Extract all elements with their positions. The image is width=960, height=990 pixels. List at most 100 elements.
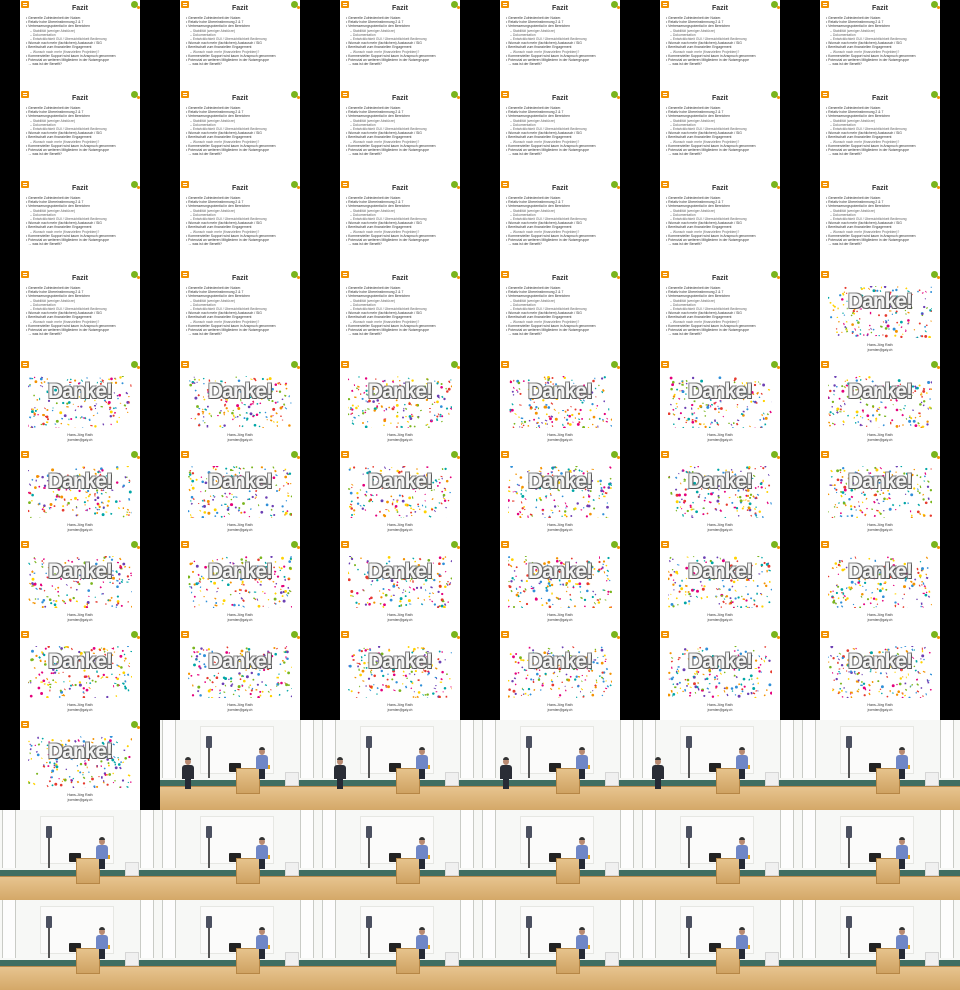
organization-logo-icon [771,271,780,279]
laptop-icon [709,763,721,772]
bullet-item: • Verbesserungspotential in den Bereiche… [346,204,410,209]
bullet-item: • Kommerzieller Support wird kaum in Ans… [506,53,596,58]
presentation-logo-icon [501,631,509,638]
bullet-item: • Generelle Zufriedenheit der Nutzer. [506,286,562,290]
video-frame-thumbnail: Danke! Hans-Jörg Rath jroerden@gaiy.ch [0,450,160,540]
presentation-logo-icon [21,541,29,548]
chair [445,862,459,876]
danke-slide: Danke! Hans-Jörg Rath jroerden@gaiy.ch [660,540,780,630]
window [162,720,176,778]
presentation-logo-icon [501,181,509,188]
bullet-item: • Potenzial an weiteren Mitgliedern in d… [186,328,269,333]
slide-title: Fazit [712,5,728,12]
bullet-item: • Relativ hohe Übereinstimmung 2 & 7 [186,20,244,25]
presenter-email: jroerden@gaiy.ch [707,527,733,532]
presenter-name: Hans-Jörg Rath [67,613,93,617]
presentation-logo-icon [661,1,669,8]
presenter-email: jroerden@gaiy.ch [867,707,893,712]
bullet-item: • Relativ hohe Übereinstimmung 2 & 7 [186,290,244,295]
bullet-item: • Relativ hohe Übereinstimmung 2 & 7 [186,200,244,205]
laptop-icon [869,853,881,862]
bullet-item: • Bereitschaft zum finanziellen Engageme… [186,135,252,140]
bullet-item: – Dokumentation [670,122,696,127]
bullet-item: • Relativ hohe Übereinstimmung 2 & 7 [26,20,84,25]
window [802,810,816,868]
presentation-logo-icon [341,631,349,638]
slide-title: Fazit [872,5,888,12]
video-frame-thumbnail: Danke! Hans-Jörg Rath jroerden@gaiy.ch [160,360,320,450]
chair [765,772,779,786]
presentation-logo-icon [181,271,189,278]
bullet-item: – Entwicklichkeit GUI / Übersichtlichkei… [830,217,907,222]
bullet-item: • Potenzial an weiteren Mitgliedern in d… [346,148,429,153]
slide-title: Fazit [232,5,248,12]
bullet-item: • Potenzial an weiteren Mitgliedern in d… [26,238,109,243]
presenter-email: jroerden@gaiy.ch [387,527,413,532]
bullet-item: • Bereitschaft zum finanziellen Engageme… [666,315,732,320]
chair [285,862,299,876]
bullet-item: • Verbesserungspotential in den Bereiche… [666,24,730,29]
bullet-item: • Relativ hohe Übereinstimmung 2 & 7 [346,290,404,295]
video-frame-thumbnail: Danke! Hans-Jörg Rath jroerden@gaiy.ch [0,360,160,450]
danke-heading: Danke! [847,560,913,583]
presenter-name: Hans-Jörg Rath [67,433,93,437]
bullet-item: – Dokumentation [30,302,56,307]
bullet-item: – Wunsch nach mehr (finanziellen Projekt… [190,139,260,144]
bullet-item: • Verbesserungspotential in den Bereiche… [826,24,890,29]
presentation-logo-icon [21,91,29,98]
video-frame-thumbnail [0,810,160,900]
lamp-stand [208,928,210,958]
video-frame-thumbnail: Fazit • Generelle Zufriedenheit der Nutz… [160,0,320,90]
lectern [236,858,260,884]
bullet-item: • Generelle Zufriedenheit der Nutzer. [346,196,402,200]
bullet-item: – Dokumentation [350,212,376,217]
bullet-item: – Wunsch nach mehr (finanziellen Projekt… [670,229,740,234]
bullet-item: • Bereitschaft zum finanziellen Engageme… [506,315,572,320]
organization-logo-icon [451,271,460,279]
desk-lamp-icon [526,736,532,748]
presenter-email: jroerden@gaiy.ch [387,617,413,622]
bottle-icon [588,945,590,949]
confetti-graphic [189,376,292,428]
lamp-stand [48,838,50,868]
bullet-item: • Verbesserungspotential in den Bereiche… [26,24,90,29]
bullet-item: – Dokumentation [510,212,536,217]
video-frame-thumbnail: Fazit • Generelle Zufriedenheit der Nutz… [0,90,160,180]
presenter-email: jroerden@gaiy.ch [67,797,93,802]
bullet-item: • Potenzial an weiteren Mitgliedern in d… [506,148,589,153]
organization-logo-icon [131,631,140,639]
bullet-item: • Verbesserungspotential in den Bereiche… [666,204,730,209]
slide-bullet-list: • Generelle Zufriedenheit der Nutzer. • R… [666,286,776,336]
guest-person [334,757,346,789]
danke-slide: Danke! Hans-Jörg Rath jroerden@gaiy.ch [500,540,620,630]
presentation-logo-icon [341,271,349,278]
slide-bullet-list: • Generelle Zufriedenheit der Nutzer. • R… [346,196,456,246]
bullet-item: – Entwicklichkeit GUI / Übersichtlichkei… [190,127,267,132]
slide-bullet-list: • Generelle Zufriedenheit der Nutzer. • R… [666,106,776,156]
video-frame-thumbnail [480,720,640,810]
danke-heading: Danke! [47,380,113,403]
organization-logo-icon [771,631,780,639]
bullet-item: • Potenzial an weiteren Mitgliedern in d… [666,328,749,333]
bullet-item: • Potenzial an weiteren Mitgliedern in d… [506,328,589,333]
presentation-logo-icon [501,451,509,458]
video-frame-thumbnail: Fazit • Generelle Zufriedenheit der Nutz… [320,90,480,180]
danke-slide: Danke! Hans-Jörg Rath jroerden@gaiy.ch [20,540,140,630]
bullet-item: – Dokumentation [30,32,56,37]
chair [125,862,139,876]
bullet-item: – Dokumentation [30,122,56,127]
video-frame-thumbnail [640,900,800,990]
bottle-icon [268,765,270,769]
bullet-item: – Entwicklichkeit GUI / Übersichtlichkei… [510,127,587,132]
presentation-logo-icon [501,541,509,548]
bullet-item: • Kommerzieller Support wird kaum in Ans… [186,53,276,58]
organization-logo-icon [611,631,620,639]
video-frame-thumbnail: Danke! Hans-Jörg Rath jroerden@gaiy.ch [640,360,800,450]
danke-heading: Danke! [47,560,113,583]
bullet-item: • Kommerzieller Support wird kaum in Ans… [26,233,116,238]
bullet-item: • Relativ hohe Übereinstimmung 2 & 7 [506,200,564,205]
presentation-logo-icon [501,1,509,8]
danke-slide: Danke! Hans-Jörg Rath jroerden@gaiy.ch [340,630,460,720]
bullet-item: • Kommerzieller Support wird kaum in Ans… [346,323,436,328]
danke-heading: Danke! [687,650,753,673]
